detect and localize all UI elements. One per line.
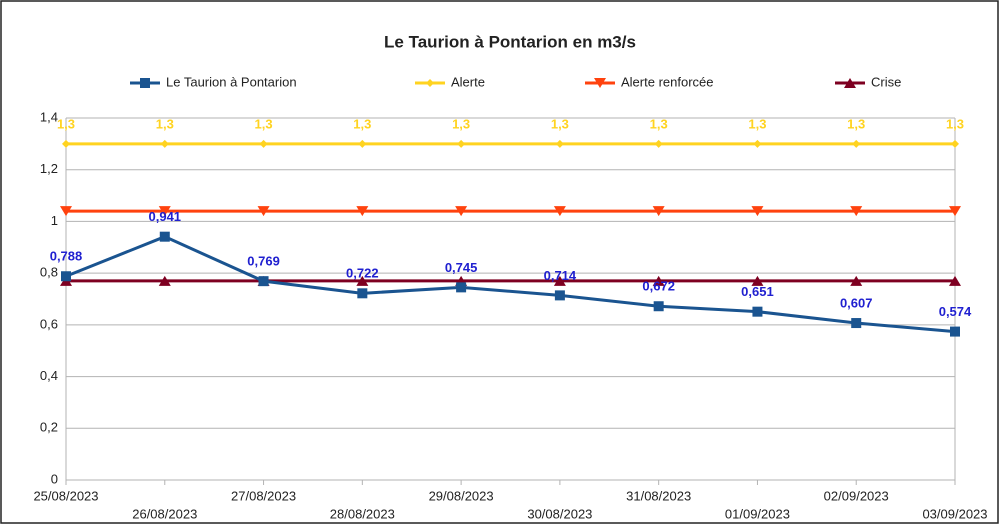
x-tick-label: 25/08/2023: [33, 488, 98, 503]
chart-title: Le Taurion à Pontarion en m3/s: [384, 32, 636, 51]
data-point: [652, 206, 665, 217]
x-tick-label: 27/08/2023: [231, 488, 296, 503]
value-label: 1,3: [255, 116, 273, 131]
value-label: 1,3: [551, 116, 569, 131]
y-tick-label: 0,8: [40, 265, 58, 280]
x-tick-label: 31/08/2023: [626, 488, 691, 503]
value-label: 1,3: [946, 116, 964, 131]
data-point: [654, 139, 663, 148]
x-tick-label: 03/09/2023: [922, 506, 987, 521]
y-tick-label: 0: [51, 471, 58, 486]
x-tick-label: 30/08/2023: [527, 506, 592, 521]
data-point: [62, 139, 70, 148]
legend-marker: [594, 78, 606, 88]
x-tick-label: 01/09/2023: [725, 506, 790, 521]
data-point: [949, 206, 961, 217]
value-label: 0,769: [247, 254, 280, 269]
value-label: 0,941: [149, 209, 182, 224]
x-tick-label: 02/09/2023: [824, 488, 889, 503]
data-point: [159, 231, 170, 242]
value-label: 1,3: [353, 116, 371, 131]
data-point: [257, 206, 270, 217]
data-point: [60, 206, 72, 217]
x-tick-label: 26/08/2023: [132, 506, 197, 521]
data-point: [554, 290, 565, 301]
data-point: [653, 301, 664, 312]
value-label: 1,3: [452, 116, 470, 131]
legend-label: Le Taurion à Pontarion: [166, 74, 297, 89]
value-label: 0,607: [840, 295, 873, 310]
data-point: [950, 326, 960, 337]
data-point: [61, 271, 71, 282]
data-point: [652, 275, 665, 286]
value-label: 0,651: [741, 284, 774, 299]
y-tick-label: 0,6: [40, 316, 58, 331]
data-point: [851, 318, 862, 329]
value-label: 0,745: [445, 260, 478, 275]
data-point: [553, 206, 566, 217]
legend-marker: [844, 78, 856, 88]
value-label: 0,714: [544, 268, 577, 283]
y-tick-label: 0,2: [40, 420, 58, 435]
data-point: [951, 139, 959, 148]
legend-marker: [426, 79, 434, 87]
value-label: 0,788: [50, 249, 83, 264]
legend-marker: [140, 78, 150, 88]
legend-label: Alerte renforcée: [621, 74, 714, 89]
data-point: [852, 139, 861, 148]
data-point: [158, 206, 171, 217]
value-label: 0,672: [642, 279, 675, 294]
data-point: [457, 139, 466, 148]
value-label: 0,574: [939, 304, 972, 319]
series-line: [65, 235, 956, 334]
data-point: [160, 139, 169, 148]
data-point: [553, 275, 566, 286]
data-point: [357, 288, 368, 299]
y-tick-label: 1: [51, 213, 58, 228]
value-label: 1,3: [650, 116, 668, 131]
value-label: 1,3: [847, 116, 865, 131]
value-label: 1,3: [57, 116, 75, 131]
value-label: 0,722: [346, 266, 379, 281]
y-tick-label: 1,4: [40, 109, 58, 124]
data-point: [753, 139, 762, 148]
value-label: 1,3: [748, 116, 766, 131]
data-point: [258, 276, 269, 287]
legend-label: Crise: [871, 74, 901, 89]
data-point: [751, 275, 764, 286]
x-tick-label: 28/08/2023: [330, 506, 395, 521]
data-point: [456, 282, 467, 293]
data-point: [555, 139, 564, 148]
data-point: [358, 139, 367, 148]
data-point: [455, 206, 468, 217]
y-tick-label: 0,4: [40, 368, 58, 383]
x-tick-label: 29/08/2023: [429, 488, 494, 503]
y-tick-label: 1,2: [40, 161, 58, 176]
legend-label: Alerte: [451, 74, 485, 89]
data-point: [752, 306, 763, 317]
data-point: [751, 206, 764, 217]
data-point: [158, 275, 171, 286]
data-point: [259, 139, 268, 148]
data-point: [850, 275, 863, 286]
value-label: 1,3: [156, 116, 174, 131]
data-point: [850, 206, 863, 217]
data-point: [356, 206, 369, 217]
data-point: [356, 275, 369, 286]
data-point: [949, 275, 961, 286]
